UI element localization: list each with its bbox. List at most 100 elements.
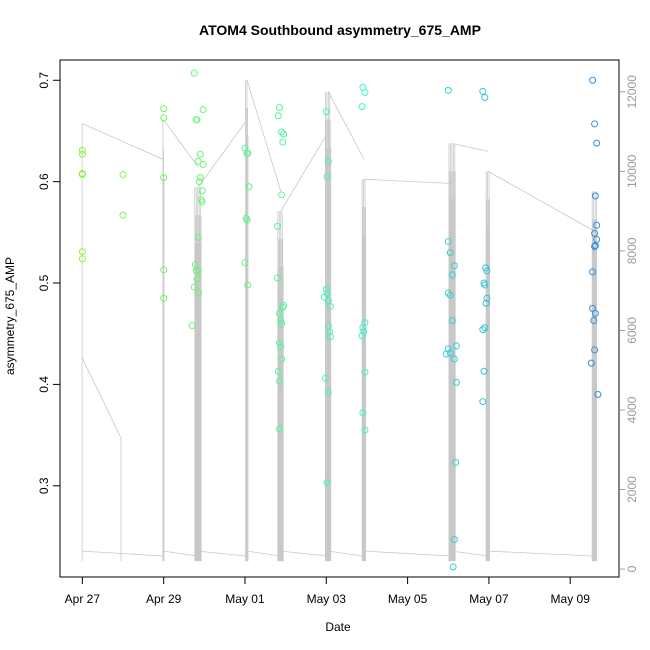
data-point	[323, 479, 331, 487]
data-point	[450, 535, 458, 543]
chart-title: ATOM4 Southbound asymmetry_675_AMP	[199, 22, 481, 38]
y-tick-label: 0.7	[37, 72, 51, 89]
data-point	[326, 302, 334, 310]
data-point	[324, 389, 332, 397]
data-point	[452, 342, 460, 350]
data-point	[450, 355, 458, 363]
data-point	[482, 264, 490, 272]
data-point	[278, 355, 286, 363]
secondary-connector	[82, 550, 164, 557]
data-point	[321, 374, 329, 382]
data-point	[483, 294, 491, 302]
y2-axis: 0 2000 4000 6000 8000 10000 12000	[619, 75, 639, 572]
data-point	[322, 108, 330, 116]
data-point	[78, 171, 86, 179]
secondary-connector	[452, 143, 489, 152]
data-point	[244, 149, 252, 157]
data-point	[481, 94, 489, 102]
secondary-connector	[82, 358, 122, 562]
data-point	[589, 76, 597, 84]
secondary-connector	[328, 550, 365, 557]
data-point	[446, 291, 454, 299]
data-point	[593, 139, 601, 147]
x-tick-label: May 01	[225, 592, 265, 606]
secondary-connector	[364, 178, 453, 184]
y2-tick-label: 2000	[625, 476, 639, 503]
data-point	[444, 237, 452, 245]
data-point	[188, 322, 196, 330]
data-point	[160, 105, 168, 113]
secondary-connector	[488, 550, 595, 557]
data-point	[483, 267, 491, 275]
data-point	[479, 87, 487, 95]
data-point	[591, 243, 599, 251]
secondary-connector	[163, 550, 199, 557]
secondary-connector	[198, 550, 248, 557]
data-point	[361, 426, 369, 434]
data-point	[591, 120, 599, 128]
data-point	[590, 317, 598, 325]
data-point	[480, 367, 488, 375]
secondary-connector	[280, 131, 329, 212]
data-point	[322, 285, 330, 293]
data-point	[78, 248, 86, 256]
data-point	[277, 343, 285, 351]
data-point	[452, 378, 460, 386]
data-point	[276, 104, 284, 112]
secondary-connector	[197, 119, 248, 188]
data-point	[274, 274, 282, 282]
secondary-connector	[452, 550, 489, 557]
data-point	[198, 187, 206, 195]
data-point	[278, 191, 286, 199]
points-layer	[78, 69, 602, 571]
data-point	[444, 86, 452, 94]
data-point	[481, 281, 489, 289]
y2-tick-label: 0	[625, 565, 639, 572]
y2-tick-label: 4000	[625, 396, 639, 423]
data-point	[194, 267, 202, 275]
data-point	[324, 157, 332, 165]
data-point	[195, 289, 203, 297]
data-point	[243, 216, 251, 224]
data-point	[360, 328, 368, 336]
data-point	[194, 233, 202, 241]
data-point	[160, 174, 168, 182]
y-tick-label: 0.3	[37, 477, 51, 494]
data-point	[277, 317, 285, 325]
x-axis-label: Date	[325, 620, 351, 634]
data-point	[274, 222, 282, 230]
data-point	[160, 266, 168, 274]
data-point	[591, 309, 599, 317]
data-point	[452, 458, 460, 466]
secondary-connector	[364, 550, 453, 557]
data-point	[196, 150, 204, 158]
data-point	[280, 130, 288, 138]
data-point	[479, 326, 487, 334]
data-point	[78, 150, 86, 158]
x-tick-label: May 05	[388, 592, 428, 606]
y2-tick-label: 12000	[625, 75, 639, 109]
data-point	[274, 367, 282, 375]
data-point	[78, 255, 86, 263]
data-point	[361, 368, 369, 376]
data-point	[78, 146, 86, 154]
data-point	[244, 281, 252, 289]
data-point	[444, 289, 452, 297]
x-tick-label: May 03	[307, 592, 347, 606]
data-point	[160, 294, 168, 302]
data-point	[448, 317, 456, 325]
data-point	[481, 324, 489, 332]
data-point	[279, 303, 287, 311]
data-point	[326, 328, 334, 336]
data-point	[274, 112, 282, 120]
data-point	[324, 296, 332, 304]
data-point	[449, 563, 457, 571]
data-point	[594, 391, 602, 399]
data-point	[450, 262, 458, 270]
data-point	[326, 333, 334, 341]
data-point	[194, 157, 202, 165]
data-point	[446, 349, 454, 357]
data-point	[479, 398, 487, 406]
data-point	[119, 171, 127, 179]
